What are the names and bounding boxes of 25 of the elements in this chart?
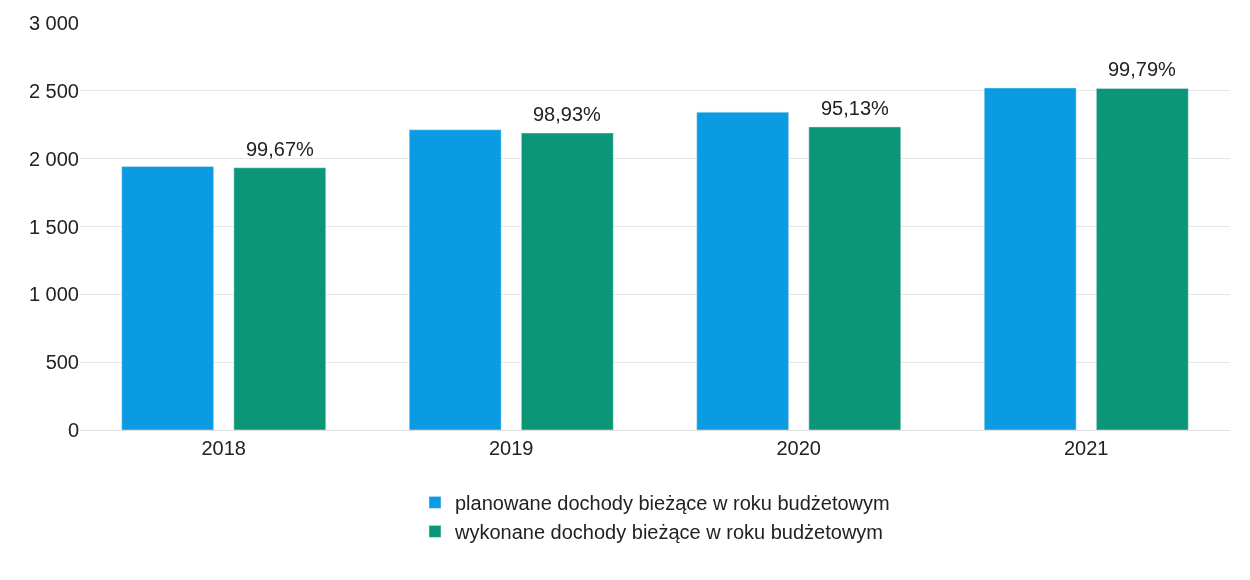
y-tick-label: 0 (67, 419, 79, 441)
bar (521, 132, 614, 430)
x-tick-label: 2018 (201, 437, 246, 459)
bar (408, 129, 502, 430)
x-tick-label: 2019 (489, 437, 534, 459)
y-tick-label: 500 (45, 351, 79, 374)
annotation: 99,67% (246, 138, 315, 160)
y-tick-label: 1 500 (28, 215, 79, 238)
annotation: 95,13% (821, 97, 890, 119)
annotation: 98,93% (533, 103, 602, 125)
y-tick-label: 2 000 (28, 147, 79, 170)
y-tick-label: 1 000 (28, 283, 79, 306)
x-tick-label: 2020 (776, 437, 821, 459)
bar (808, 126, 902, 430)
bar (1096, 88, 1189, 430)
y-tick-label: 2 500 (28, 79, 79, 102)
y-tick-label: 3 000 (28, 12, 79, 34)
legend-label: wykonane dochody bieżące w roku budżetowym (454, 521, 884, 544)
bar (121, 166, 214, 430)
bar (233, 167, 327, 430)
bar (983, 87, 1077, 430)
bar (696, 111, 789, 430)
annotation: 99,79% (1108, 58, 1177, 80)
legend-label: planowane dochody bieżące w roku budżetowym (455, 492, 890, 515)
x-tick-label: 2021 (1064, 437, 1109, 459)
